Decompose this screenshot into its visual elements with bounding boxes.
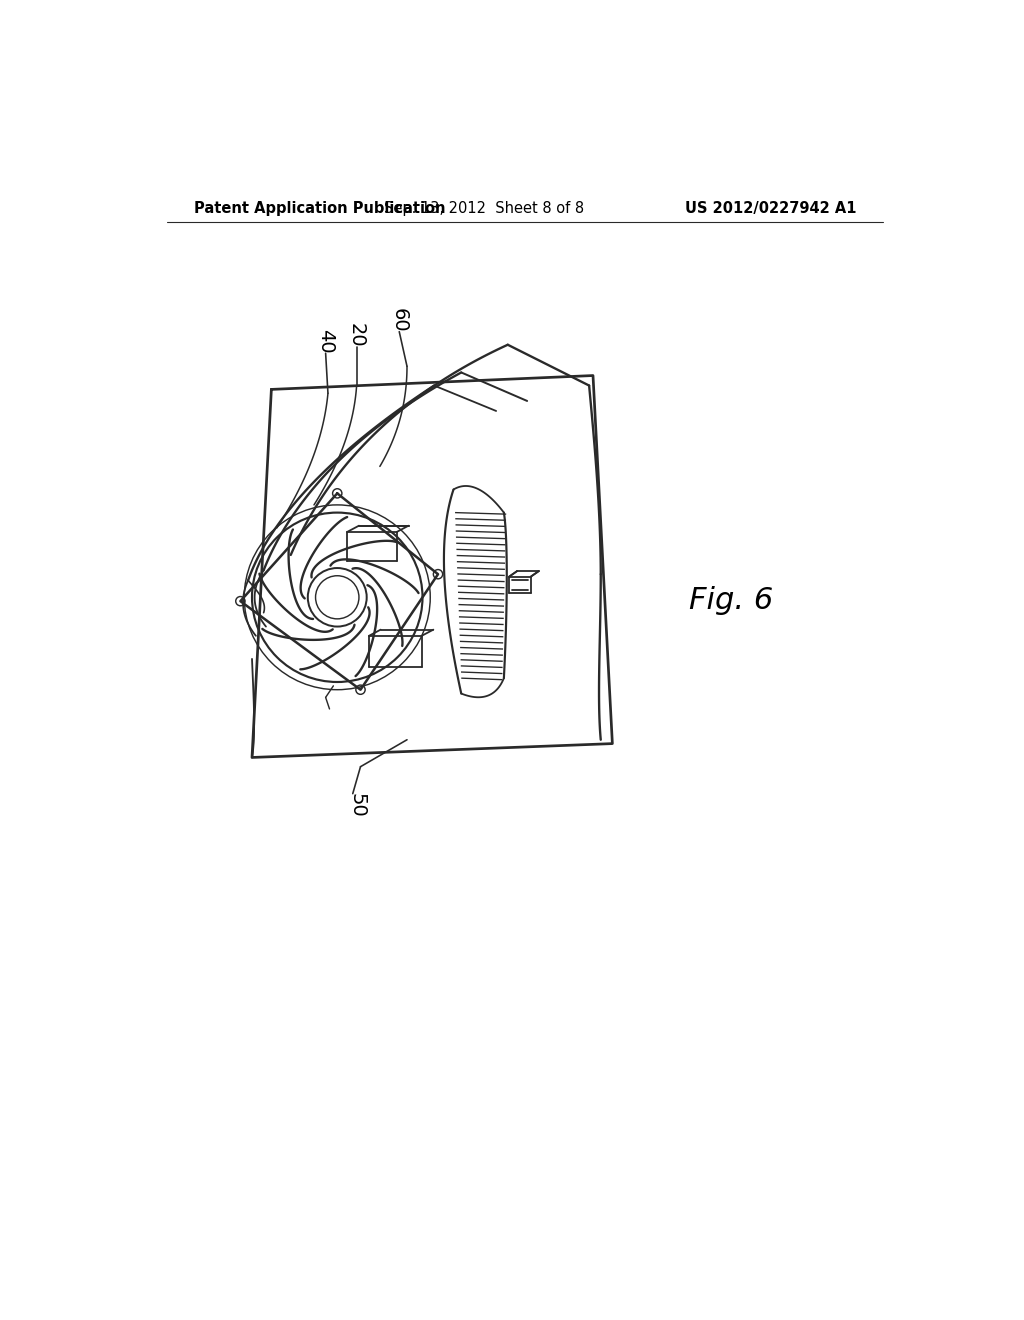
Text: 40: 40 — [316, 330, 335, 354]
Text: Fig. 6: Fig. 6 — [689, 586, 773, 615]
Text: Sep. 13, 2012  Sheet 8 of 8: Sep. 13, 2012 Sheet 8 of 8 — [384, 201, 585, 216]
Text: 60: 60 — [390, 308, 409, 333]
Text: Patent Application Publication: Patent Application Publication — [194, 201, 445, 216]
Text: 50: 50 — [347, 793, 367, 817]
Text: 20: 20 — [347, 323, 367, 347]
Text: US 2012/0227942 A1: US 2012/0227942 A1 — [685, 201, 856, 216]
